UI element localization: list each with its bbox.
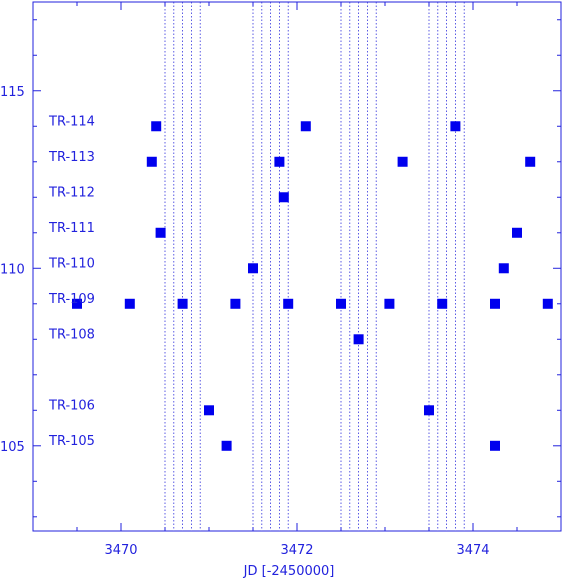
row-label: TR-110 <box>48 256 95 271</box>
data-points <box>72 121 553 451</box>
data-point <box>274 156 285 167</box>
row-label: TR-108 <box>48 327 95 342</box>
data-point <box>283 298 294 309</box>
x-tick-label: 3474 <box>456 543 489 558</box>
data-point <box>124 298 135 309</box>
x-axis-label: JD [-2450000] <box>243 564 335 579</box>
x-tick-label: 3470 <box>104 543 137 558</box>
data-point <box>146 156 157 167</box>
plot-frame <box>32 1 562 532</box>
row-label: TR-109 <box>48 292 95 307</box>
data-point <box>151 121 162 132</box>
row-label: TR-114 <box>48 114 95 129</box>
data-point <box>300 121 311 132</box>
data-point <box>204 405 214 416</box>
data-point <box>155 227 166 238</box>
data-point <box>177 298 188 309</box>
data-point <box>72 298 82 309</box>
y-tick-label: 115 <box>0 85 25 100</box>
data-point <box>437 298 448 309</box>
data-point <box>221 440 232 451</box>
data-point <box>278 192 289 203</box>
y-tick-label: 105 <box>0 440 25 455</box>
data-point <box>490 440 500 451</box>
row-label: TR-113 <box>48 150 95 165</box>
data-point <box>490 298 500 309</box>
data-point <box>230 298 241 309</box>
data-point <box>498 263 509 274</box>
data-point <box>384 298 395 309</box>
y-tick-label: 110 <box>0 262 25 277</box>
row-label: TR-105 <box>48 434 95 449</box>
data-point <box>397 156 408 167</box>
row-label: TR-112 <box>48 185 95 200</box>
data-point <box>512 227 522 238</box>
row-label: TR-111 <box>48 221 95 236</box>
data-point <box>248 263 258 274</box>
x-tick-label: 3472 <box>280 543 313 558</box>
data-point <box>424 405 434 416</box>
data-point <box>353 334 364 345</box>
data-point <box>542 298 553 309</box>
data-point <box>336 298 346 309</box>
row-labels: TR-114 TR-113 TR-112 TR-111 TR-110 TR-109 TR-1… <box>48 114 95 449</box>
vertical-guides <box>164 2 465 531</box>
axis-ticks: 3470 3472 3474 105 110 115 <box>0 2 562 558</box>
data-point <box>450 121 461 132</box>
data-point <box>525 156 536 167</box>
row-label: TR-106 <box>48 398 95 413</box>
